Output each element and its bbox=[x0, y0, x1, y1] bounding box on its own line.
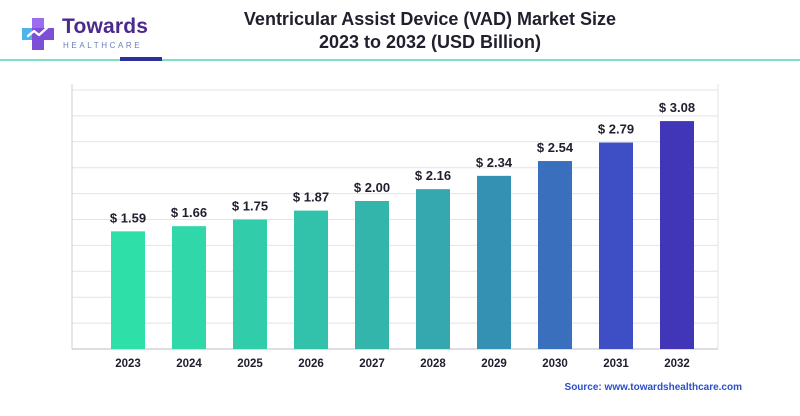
brand-tagline: HEALTHCARE bbox=[63, 41, 143, 50]
chart-subtitle: 2023 to 2032 (USD Billion) bbox=[318, 32, 542, 52]
data-label-2030: $ 2.54 bbox=[537, 140, 574, 155]
data-label-2027: $ 2.00 bbox=[354, 180, 390, 195]
source-note: Source: www.towardshealthcare.com bbox=[564, 382, 742, 393]
chart-title-line: Ventricular Assist Device (VAD) Market S… bbox=[243, 9, 617, 29]
data-label-2025: $ 1.75 bbox=[232, 199, 268, 214]
bar-2026 bbox=[294, 210, 328, 349]
data-label-2024: $ 1.66 bbox=[171, 205, 207, 220]
chart-title: Ventricular Assist Device (VAD) Market S… bbox=[200, 8, 660, 54]
header-accent-bar bbox=[120, 57, 162, 61]
medical-cross-icon bbox=[22, 18, 54, 50]
bar-2030 bbox=[538, 161, 572, 349]
header-divider bbox=[0, 59, 800, 61]
data-label-2032: $ 3.08 bbox=[659, 100, 695, 115]
x-tick-label-2032: 2032 bbox=[664, 358, 690, 370]
data-label-2031: $ 2.79 bbox=[598, 122, 634, 137]
x-tick-label-2028: 2028 bbox=[420, 358, 446, 370]
brand-name: Towards bbox=[62, 15, 149, 38]
x-tick-label-2029: 2029 bbox=[481, 358, 507, 370]
bar-2032 bbox=[660, 121, 694, 349]
brand-logo: Towards HEALTHCARE bbox=[20, 12, 180, 56]
bar-2031 bbox=[599, 142, 633, 349]
x-tick-label-2030: 2030 bbox=[542, 358, 568, 370]
bar-2023 bbox=[111, 231, 145, 349]
data-label-2023: $ 1.59 bbox=[110, 210, 146, 225]
x-tick-label-2026: 2026 bbox=[298, 358, 324, 370]
bar-2025 bbox=[233, 219, 267, 349]
bar-2027 bbox=[355, 201, 389, 349]
bar-2029 bbox=[477, 175, 511, 349]
x-tick-label-2027: 2027 bbox=[359, 358, 385, 370]
data-label-2029: $ 2.34 bbox=[476, 155, 513, 170]
data-label-2026: $ 1.87 bbox=[293, 190, 329, 205]
x-tick-label-2024: 2024 bbox=[176, 358, 202, 370]
bar-2028 bbox=[416, 189, 450, 349]
data-label-2028: $ 2.16 bbox=[415, 168, 451, 183]
x-tick-label-2023: 2023 bbox=[115, 358, 141, 370]
x-tick-label-2031: 2031 bbox=[603, 358, 629, 370]
bar-2024 bbox=[172, 226, 206, 349]
x-tick-label-2025: 2025 bbox=[237, 358, 263, 370]
